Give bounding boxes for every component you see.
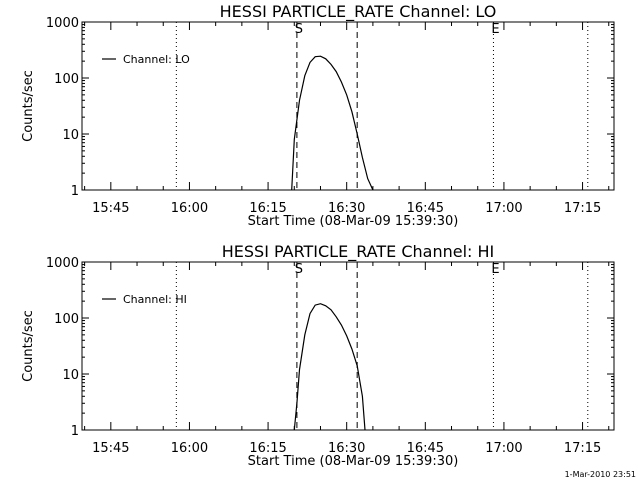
legend-label: Channel: LO (123, 53, 190, 66)
marker-label: E (491, 262, 499, 277)
y-tick-label: 10 (62, 128, 79, 143)
marker-label: S (295, 262, 303, 277)
y-axis-label: Counts/sec (21, 310, 36, 382)
plot-frame (81, 21, 615, 191)
x-tick-label: 16:15 (249, 201, 286, 216)
x-tick-label: 17:00 (485, 441, 522, 456)
x-tick-label: 17:15 (564, 201, 601, 216)
y-tick-label: 10 (62, 368, 79, 383)
x-tick-label: 16:45 (407, 201, 444, 216)
series-line-channel-lo (291, 55, 374, 191)
marker-label: E (491, 22, 499, 37)
x-tick-label: 16:00 (171, 201, 208, 216)
chart-title: HESSI PARTICLE_RATE Channel: LO (220, 2, 497, 22)
chart-title: HESSI PARTICLE_RATE Channel: HI (222, 242, 495, 262)
x-tick-label: 16:45 (407, 441, 444, 456)
legend-label: Channel: HI (123, 293, 187, 306)
y-tick-label: 100 (54, 312, 79, 327)
x-tick-label: 15:45 (92, 201, 129, 216)
chart-panel-hi: HESSI PARTICLE_RATE Channel: HI 1 10 100 100… (21, 242, 615, 469)
x-tick-label: 15:45 (92, 441, 129, 456)
series-line-channel-hi (293, 303, 366, 431)
x-tick-label: 16:30 (328, 201, 365, 216)
footer-timestamp: 1-Mar-2010 23:51 (565, 470, 636, 479)
y-tick-label: 1000 (46, 256, 79, 271)
x-tick-label: 16:15 (249, 441, 286, 456)
y-tick-label: 1000 (46, 16, 79, 31)
y-tick-label: 1 (71, 424, 79, 439)
x-tick-label: 16:00 (171, 441, 208, 456)
x-tick-label: 17:15 (564, 441, 601, 456)
marker-label: S (295, 22, 303, 37)
chart-panel-lo: HESSI PARTICLE_RATE Channel: LO 1 10 100 100… (21, 2, 615, 229)
x-axis-label: Start Time (08-Mar-09 15:39:30) (248, 454, 459, 469)
x-tick-label: 16:30 (328, 441, 365, 456)
y-tick-label: 100 (54, 72, 79, 87)
x-axis-label: Start Time (08-Mar-09 15:39:30) (248, 214, 459, 229)
y-axis-label: Counts/sec (21, 70, 36, 142)
x-tick-label: 17:00 (485, 201, 522, 216)
plot-frame (81, 261, 615, 431)
y-tick-label: 1 (71, 184, 79, 199)
